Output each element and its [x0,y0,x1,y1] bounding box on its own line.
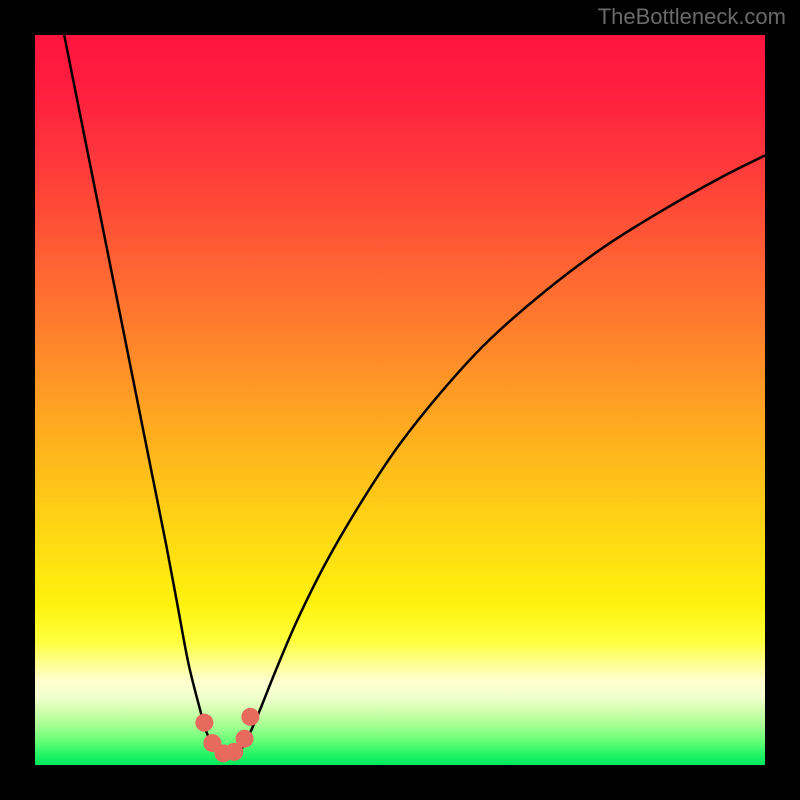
watermark-text: TheBottleneck.com [598,4,786,30]
bottleneck-curve-path [64,35,765,755]
bottleneck-curve [35,35,765,765]
minimum-marker [241,708,259,726]
minimum-marker [195,714,213,732]
plot-area [35,35,765,765]
chart-stage: TheBottleneck.com [0,0,800,800]
minimum-marker [236,730,254,748]
minimum-markers [195,708,259,763]
